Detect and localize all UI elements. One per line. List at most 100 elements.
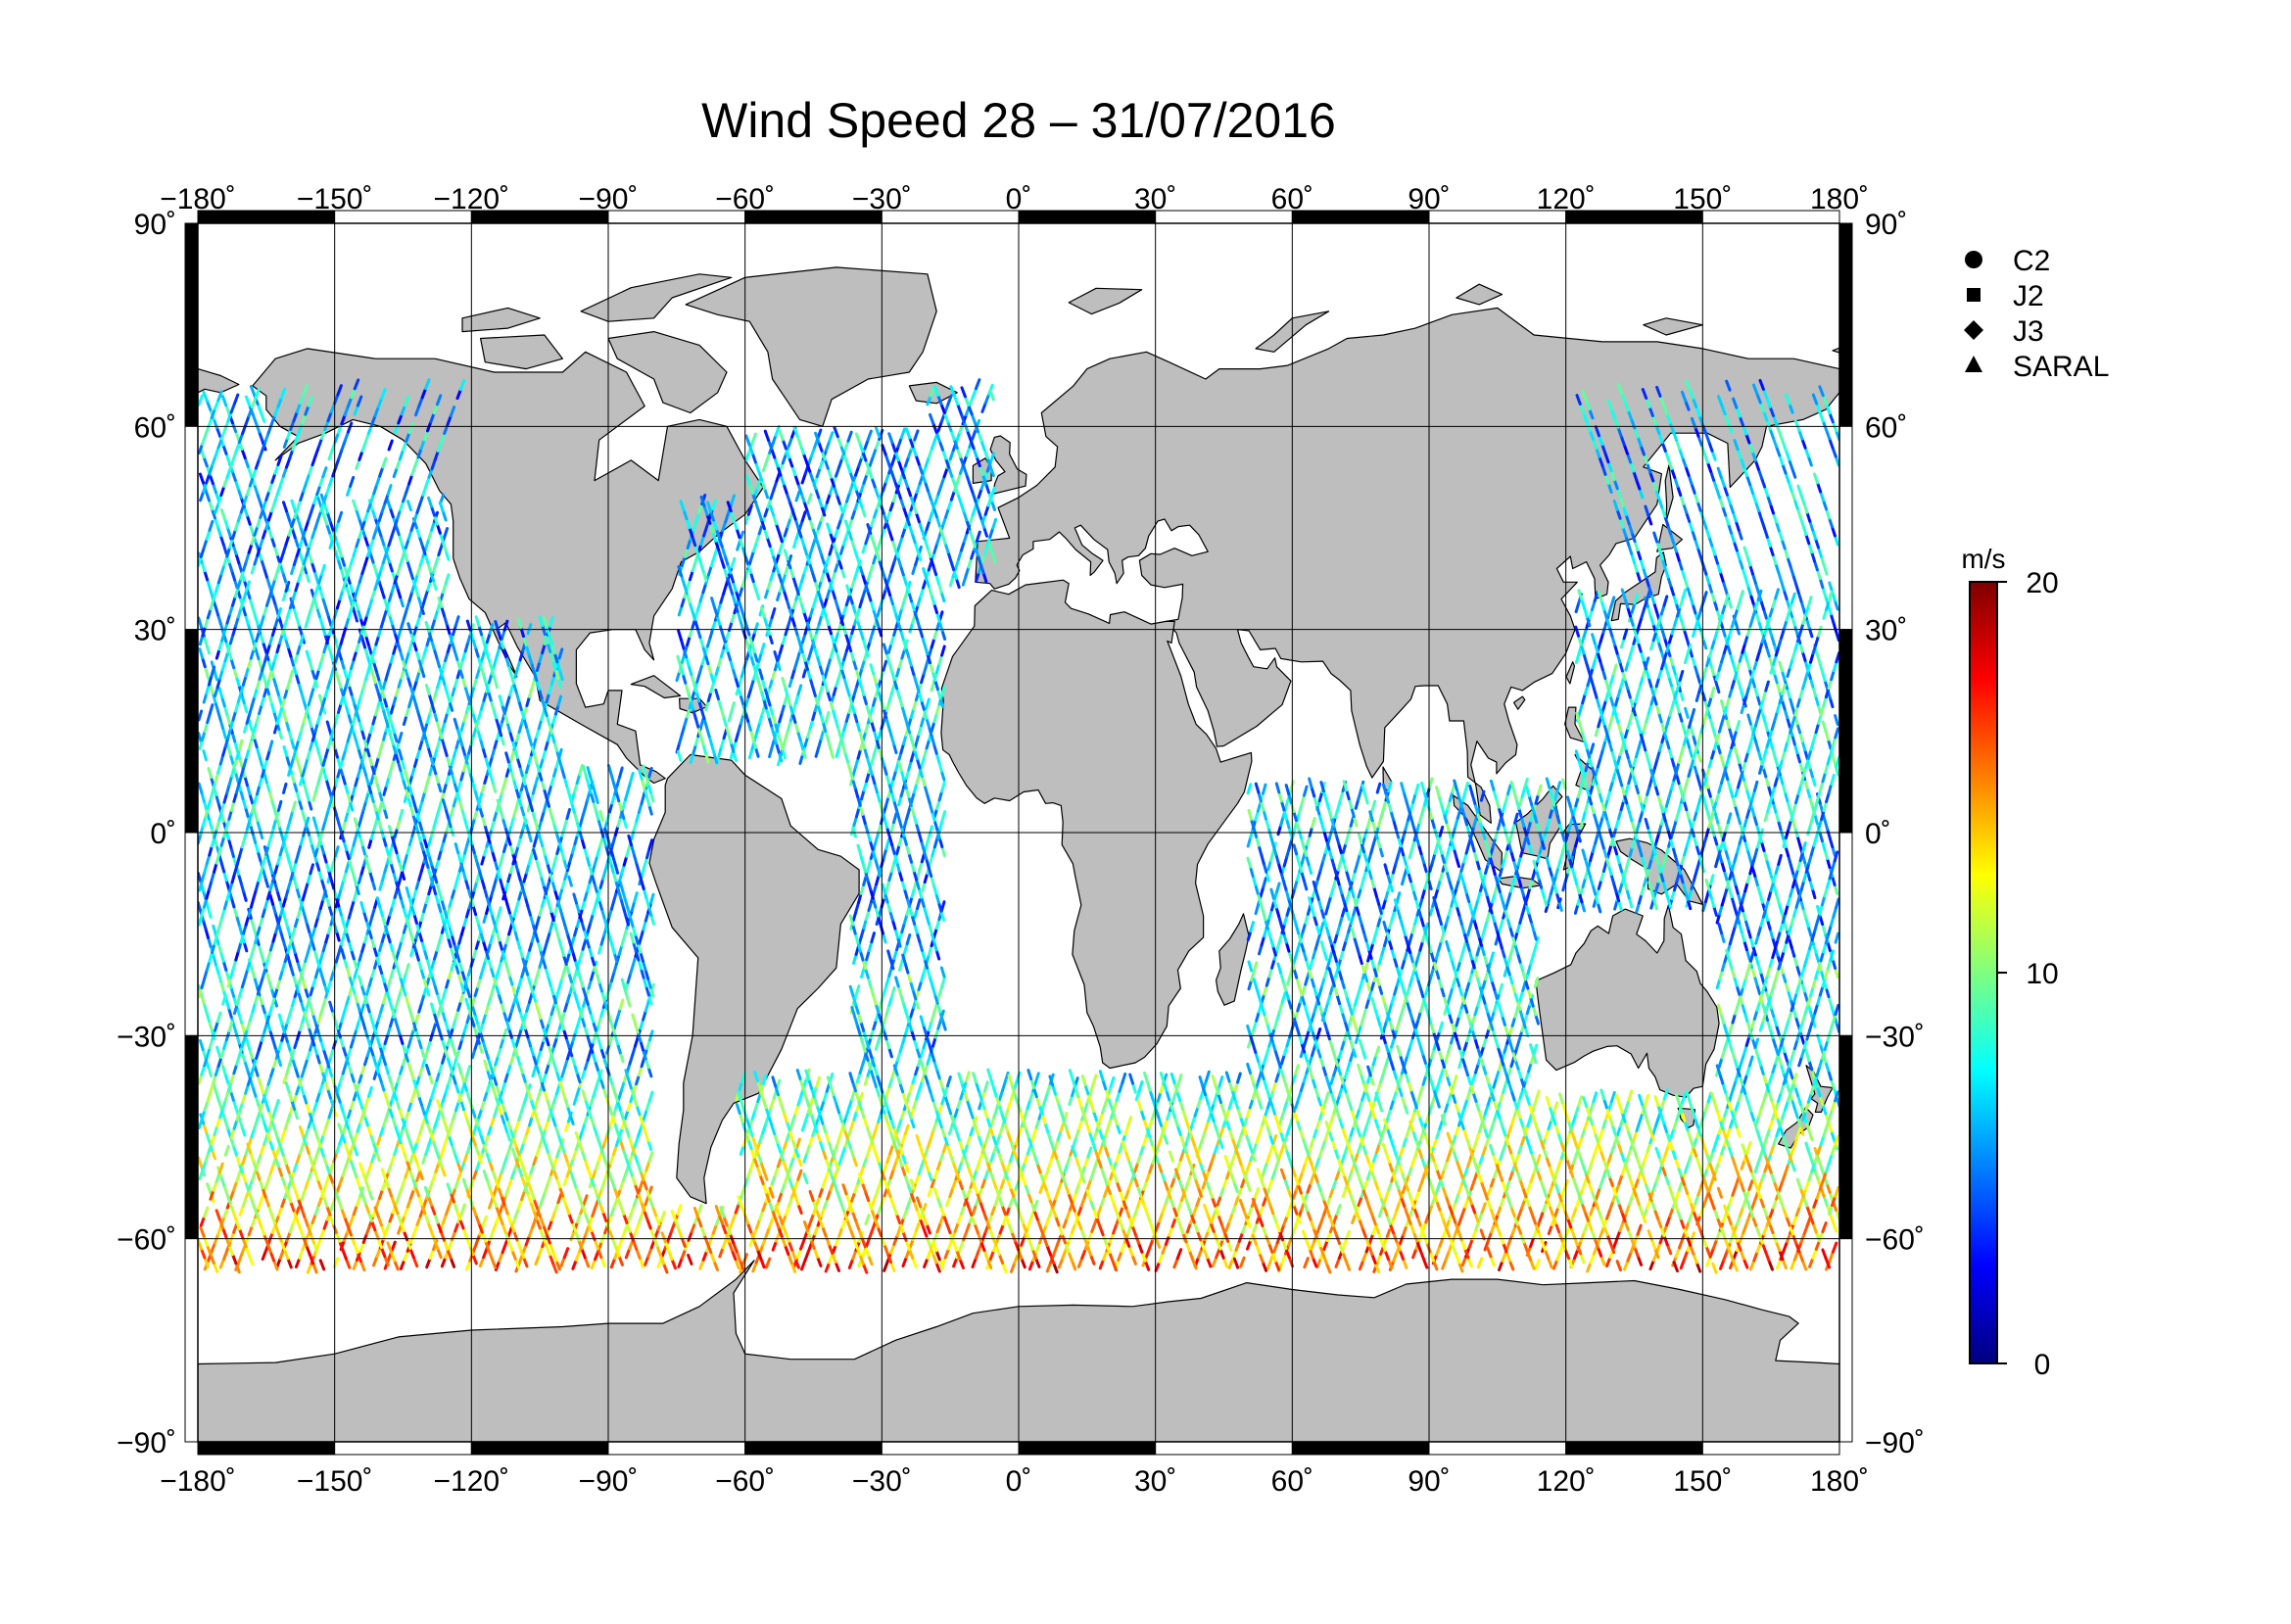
track-segment [318,898,325,911]
track-segment [249,631,256,644]
track-segment [1624,534,1631,547]
track-segment [1777,529,1784,542]
track-segment [446,1247,453,1260]
track-segment [300,1206,307,1218]
track-segment [296,1197,304,1210]
track-segment [358,1241,365,1253]
track-segment [421,1197,429,1209]
track-segment [1789,863,1795,876]
track-segment [1766,1019,1772,1030]
track-segment [420,992,426,1005]
track-segment [337,887,343,900]
landmass [1513,695,1526,710]
track-segment [1690,654,1696,667]
track-segment [1736,891,1742,904]
track-segment [553,703,560,716]
track-segment [414,1010,421,1023]
track-segment [1807,1129,1814,1141]
track-segment [1815,568,1822,581]
track-segment [1818,577,1825,590]
track-segment [405,705,411,717]
track-segment [508,862,515,875]
track-segment [509,815,516,828]
track-segment [1588,407,1595,420]
track-segment [286,1191,293,1204]
track-segment [357,817,363,830]
track-segment [1811,393,1819,406]
track-segment [362,931,369,944]
track-segment [1798,898,1805,911]
track-segment [241,1153,248,1166]
track-segment [1695,500,1702,512]
track-segment [686,537,692,549]
track-segment [306,942,312,954]
track-segment [1759,839,1766,852]
track-segment [1638,487,1645,500]
track-segment [1828,437,1835,450]
track-segment [367,1160,374,1172]
track-segment [393,1144,400,1157]
track-segment [293,1037,300,1049]
track-segment [1783,1050,1789,1063]
track-segment [1713,812,1720,825]
track-segment [1688,387,1694,400]
landmass [685,266,937,427]
track-segment [288,1048,295,1061]
track-segment [1788,457,1794,470]
track-segment [465,906,471,919]
track-segment [1622,443,1629,455]
track-segment [488,755,494,767]
track-segment [1829,1077,1836,1090]
track-segment [1681,455,1688,468]
track-segment [557,647,564,660]
track-segment [565,951,571,964]
track-segment [285,754,291,766]
track-segment [400,667,406,680]
track-segment [268,1028,274,1041]
track-segment [231,1210,238,1222]
track-segment [435,939,442,952]
track-segment [1650,414,1658,426]
track-segment [418,799,424,811]
track-segment [1777,819,1783,832]
track-segment [548,683,553,695]
track-segment [366,1211,374,1223]
track-segment [1651,479,1658,492]
track-segment [201,1047,208,1060]
track-segment [445,1204,452,1217]
track-segment [1733,904,1739,917]
track-segment [557,978,564,990]
track-segment [462,1021,469,1032]
track-segment [263,1121,268,1133]
track-segment [450,959,456,972]
track-segment [226,744,232,756]
track-segment [483,773,489,785]
track-segment [260,1112,266,1124]
track-segment [1811,942,1818,954]
track-segment [1832,755,1838,768]
track-segment [219,508,226,521]
track-segment [1765,396,1772,408]
track-segment [437,798,444,811]
landmass [1535,904,1720,1098]
track-segment [328,1213,335,1225]
track-segment [502,841,508,853]
track-segment [507,1176,514,1189]
track-segment [295,1218,302,1230]
track-segment [391,1115,397,1127]
track-segment [1821,1103,1828,1116]
track-segment [1635,478,1642,491]
track-segment [423,588,430,600]
track-segment [286,1257,293,1269]
track-segment [219,950,225,963]
track-segment [544,739,550,751]
track-segment [435,807,441,820]
track-segment [446,904,452,917]
track-segment [1795,722,1802,735]
track-segment [1621,525,1628,538]
track-segment [272,1056,278,1069]
track-segment [397,625,404,638]
track-segment [1818,1042,1825,1055]
track-segment [240,693,246,705]
track-segment [417,1168,424,1180]
